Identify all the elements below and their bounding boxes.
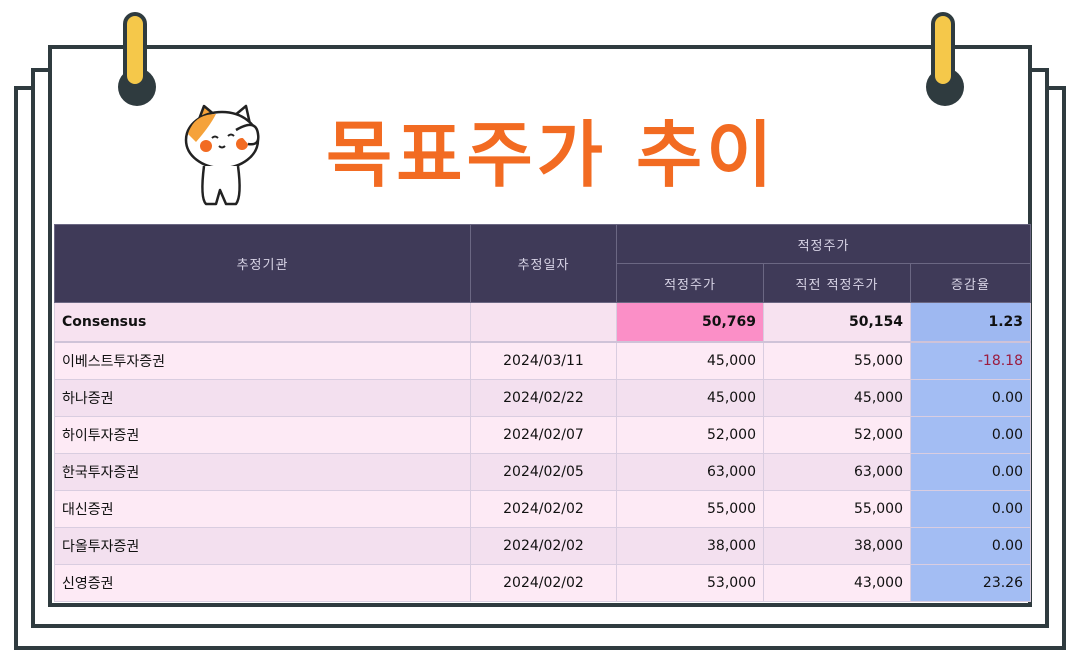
row-date: 2024/03/11 <box>470 341 617 380</box>
row-date: 2024/02/02 <box>470 564 617 602</box>
row-price: 55,000 <box>616 490 764 528</box>
page-title: 목표주가 추이 <box>326 113 777 197</box>
row-price: 45,000 <box>616 379 764 417</box>
row-change: -18.18 <box>910 341 1031 380</box>
table-row: 대신증권 2024/02/02 55,000 55,000 0.00 <box>54 490 1031 528</box>
row-date: 2024/02/05 <box>470 453 617 491</box>
row-prev-price: 45,000 <box>763 379 911 417</box>
row-change: 0.00 <box>910 416 1031 454</box>
row-prev-price: 55,000 <box>763 341 911 380</box>
header-group-target-price: 적정주가 <box>616 224 1031 264</box>
row-date: 2024/02/02 <box>470 490 617 528</box>
consensus-prev-price: 50,154 <box>763 302 911 343</box>
row-institution: 이베스트투자증권 <box>54 341 471 380</box>
row-change: 0.00 <box>910 453 1031 491</box>
row-institution: 대신증권 <box>54 490 471 528</box>
table-row: 이베스트투자증권 2024/03/11 45,000 55,000 -18.18 <box>54 341 1031 380</box>
table-row: 하나증권 2024/02/22 45,000 45,000 0.00 <box>54 379 1031 417</box>
consensus-price: 50,769 <box>616 302 764 343</box>
row-date: 2024/02/02 <box>470 527 617 565</box>
row-price: 38,000 <box>616 527 764 565</box>
row-prev-price: 38,000 <box>763 527 911 565</box>
row-prev-price: 55,000 <box>763 490 911 528</box>
header-prev-target-price: 직전 적정주가 <box>763 263 911 303</box>
header-target-price: 적정주가 <box>616 263 764 303</box>
row-date: 2024/02/07 <box>470 416 617 454</box>
row-change: 0.00 <box>910 490 1031 528</box>
row-change: 0.00 <box>910 527 1031 565</box>
table-row: 한국투자증권 2024/02/05 63,000 63,000 0.00 <box>54 453 1031 491</box>
row-price: 52,000 <box>616 416 764 454</box>
row-price: 63,000 <box>616 453 764 491</box>
row-price: 45,000 <box>616 341 764 380</box>
row-institution: 하나증권 <box>54 379 471 417</box>
row-institution: 한국투자증권 <box>54 453 471 491</box>
row-prev-price: 52,000 <box>763 416 911 454</box>
row-prev-price: 43,000 <box>763 564 911 602</box>
row-institution: 신영증권 <box>54 564 471 602</box>
binder-clip-left <box>123 12 147 88</box>
consensus-change: 1.23 <box>910 302 1031 343</box>
row-change: 0.00 <box>910 379 1031 417</box>
header-institution: 추정기관 <box>54 224 471 303</box>
row-institution: 하이투자증권 <box>54 416 471 454</box>
row-institution: 다올투자증권 <box>54 527 471 565</box>
row-change: 23.26 <box>910 564 1031 602</box>
binder-clip-right <box>931 12 955 88</box>
table-row: 하이투자증권 2024/02/07 52,000 52,000 0.00 <box>54 416 1031 454</box>
row-prev-price: 63,000 <box>763 453 911 491</box>
consensus-date <box>470 302 617 343</box>
consensus-row: Consensus 50,769 50,154 1.23 <box>54 302 1031 343</box>
consensus-name: Consensus <box>54 302 471 343</box>
header-date: 추정일자 <box>470 224 617 303</box>
row-price: 53,000 <box>616 564 764 602</box>
row-date: 2024/02/22 <box>470 379 617 417</box>
table-row: 다올투자증권 2024/02/02 38,000 38,000 0.00 <box>54 527 1031 565</box>
header-change-rate: 증감율 <box>910 263 1031 303</box>
cat-mascot-icon <box>184 104 260 206</box>
table-row: 신영증권 2024/02/02 53,000 43,000 23.26 <box>54 564 1031 602</box>
target-price-table: 추정기관 추정일자 적정주가 적정주가 직전 적정주가 증감율 Consensu… <box>54 224 1031 602</box>
